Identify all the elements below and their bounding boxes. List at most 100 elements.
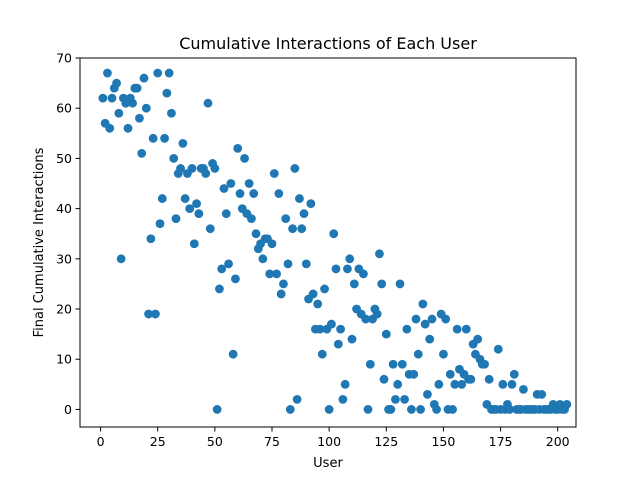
data-point-115 [361,314,371,324]
data-point-164 [473,334,483,344]
data-point-83 [288,224,297,234]
x-tick-label: 100 [317,434,341,449]
data-point-52 [217,264,227,274]
data-point-135 [407,405,416,414]
data-point-192 [537,389,547,399]
data-point-77 [274,189,284,198]
data-point-178 [505,405,515,414]
data-point-203 [562,400,572,409]
data-point-42 [194,209,204,219]
data-point-141 [420,319,430,329]
data-point-100 [327,319,336,329]
data-point-39 [187,164,197,173]
x-tick-label: 0 [97,434,105,449]
data-point-67 [251,229,261,239]
data-point-143 [425,334,435,344]
data-point-169 [484,374,494,384]
data-points [98,68,572,414]
data-point-18 [139,73,149,83]
data-point-161 [466,374,476,384]
y-tick-label: 10 [56,352,72,367]
data-point-57 [228,349,238,359]
data-point-153 [448,405,457,414]
data-point-91 [306,199,316,208]
data-point-159 [461,324,471,334]
data-point-38 [185,204,195,214]
data-point-8 [116,254,126,264]
data-point-128 [391,394,400,404]
data-point-20 [144,309,153,319]
x-tick-label: 125 [374,434,398,449]
data-point-62 [240,154,249,163]
data-point-64 [244,179,254,188]
data-point-131 [397,359,407,369]
data-point-15 [132,83,142,93]
data-point-6 [112,78,121,88]
data-point-146 [432,405,441,414]
y-tick-label: 0 [64,402,72,417]
data-point-73 [265,269,275,279]
x-tick-label: 150 [431,434,455,449]
data-point-87 [297,224,307,234]
data-point-56 [226,179,236,188]
x-tick-label: 175 [489,434,513,449]
data-point-65 [247,214,256,224]
y-tick-label: 70 [56,51,72,66]
data-point-17 [137,148,147,158]
data-point-152 [445,369,455,379]
data-point-59 [233,143,243,153]
data-point-175 [498,379,508,389]
data-point-130 [395,279,405,289]
data-point-51 [215,284,224,294]
y-tick-label: 20 [56,302,72,317]
data-point-7 [114,108,124,118]
data-point-126 [386,405,396,414]
data-point-92 [308,289,318,299]
data-point-139 [416,405,425,414]
data-point-11 [123,123,133,133]
data-point-54 [221,209,231,219]
data-point-32 [171,214,181,224]
data-point-102 [331,264,341,274]
y-tick-label: 40 [56,201,72,216]
data-point-21 [146,234,156,244]
data-point-85 [292,394,302,404]
data-point-25 [155,219,165,229]
data-point-86 [295,194,304,203]
data-point-167 [480,359,489,369]
data-point-154 [450,379,460,389]
data-point-75 [269,169,279,178]
data-point-110 [349,279,359,289]
data-point-129 [393,379,403,389]
data-point-49 [210,164,220,173]
data-point-27 [160,133,169,143]
data-point-3 [105,123,115,133]
data-point-84 [290,164,300,173]
data-point-124 [381,329,391,339]
data-point-66 [249,189,259,198]
data-point-23 [151,309,160,319]
data-point-104 [336,324,345,334]
x-tick-label: 75 [264,434,280,449]
data-point-36 [180,194,190,203]
data-point-101 [329,229,339,239]
data-point-89 [301,259,311,269]
data-point-50 [212,405,222,414]
y-axis-ticks: 0 10 20 30 40 50 60 70 [56,51,80,417]
data-point-0 [98,93,108,103]
data-point-35 [178,138,188,148]
x-axis-label: User [313,456,343,471]
data-point-94 [313,299,323,309]
data-point-123 [379,374,389,384]
data-point-16 [135,113,144,123]
data-point-28 [162,88,172,98]
data-point-122 [377,279,387,289]
data-point-127 [388,359,398,369]
data-point-58 [231,274,240,284]
data-point-116 [363,405,373,414]
y-axis-label: Final Cumulative Interactions [32,147,47,337]
y-tick-label: 50 [56,151,72,166]
data-point-132 [400,394,409,404]
data-point-140 [418,299,428,309]
data-point-60 [235,189,245,198]
